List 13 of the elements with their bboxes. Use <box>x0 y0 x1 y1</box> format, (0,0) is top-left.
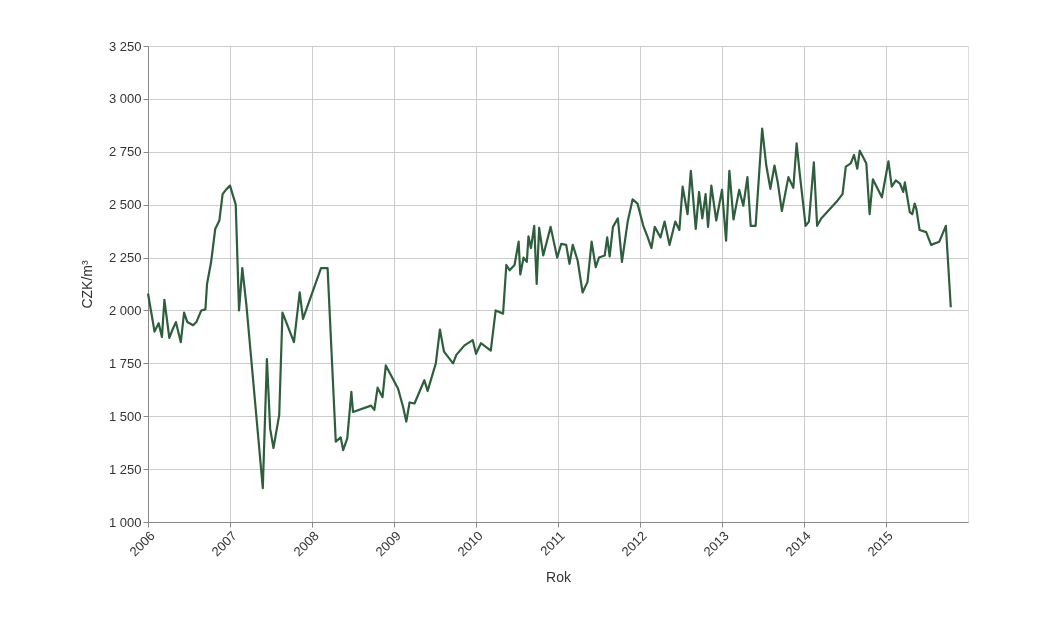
y-tick-label: 1 000 <box>108 514 142 530</box>
y-tick-label: 3 250 <box>108 38 142 54</box>
y-tick-label: 2 750 <box>108 144 142 160</box>
y-tick-label: 2 250 <box>108 250 142 266</box>
y-tick-label: 1 250 <box>108 461 142 477</box>
y-tick-label: 2 000 <box>108 302 142 318</box>
y-tick-label: 1 500 <box>108 408 142 424</box>
x-axis-title: Rok <box>546 569 572 586</box>
line-series <box>146 127 952 490</box>
y-tick-label: 1 750 <box>108 355 142 371</box>
y-tick-label: 3 000 <box>108 91 142 107</box>
y-tick-label: 2 500 <box>108 197 142 213</box>
y-axis-title: CZK/m³ <box>78 260 95 309</box>
